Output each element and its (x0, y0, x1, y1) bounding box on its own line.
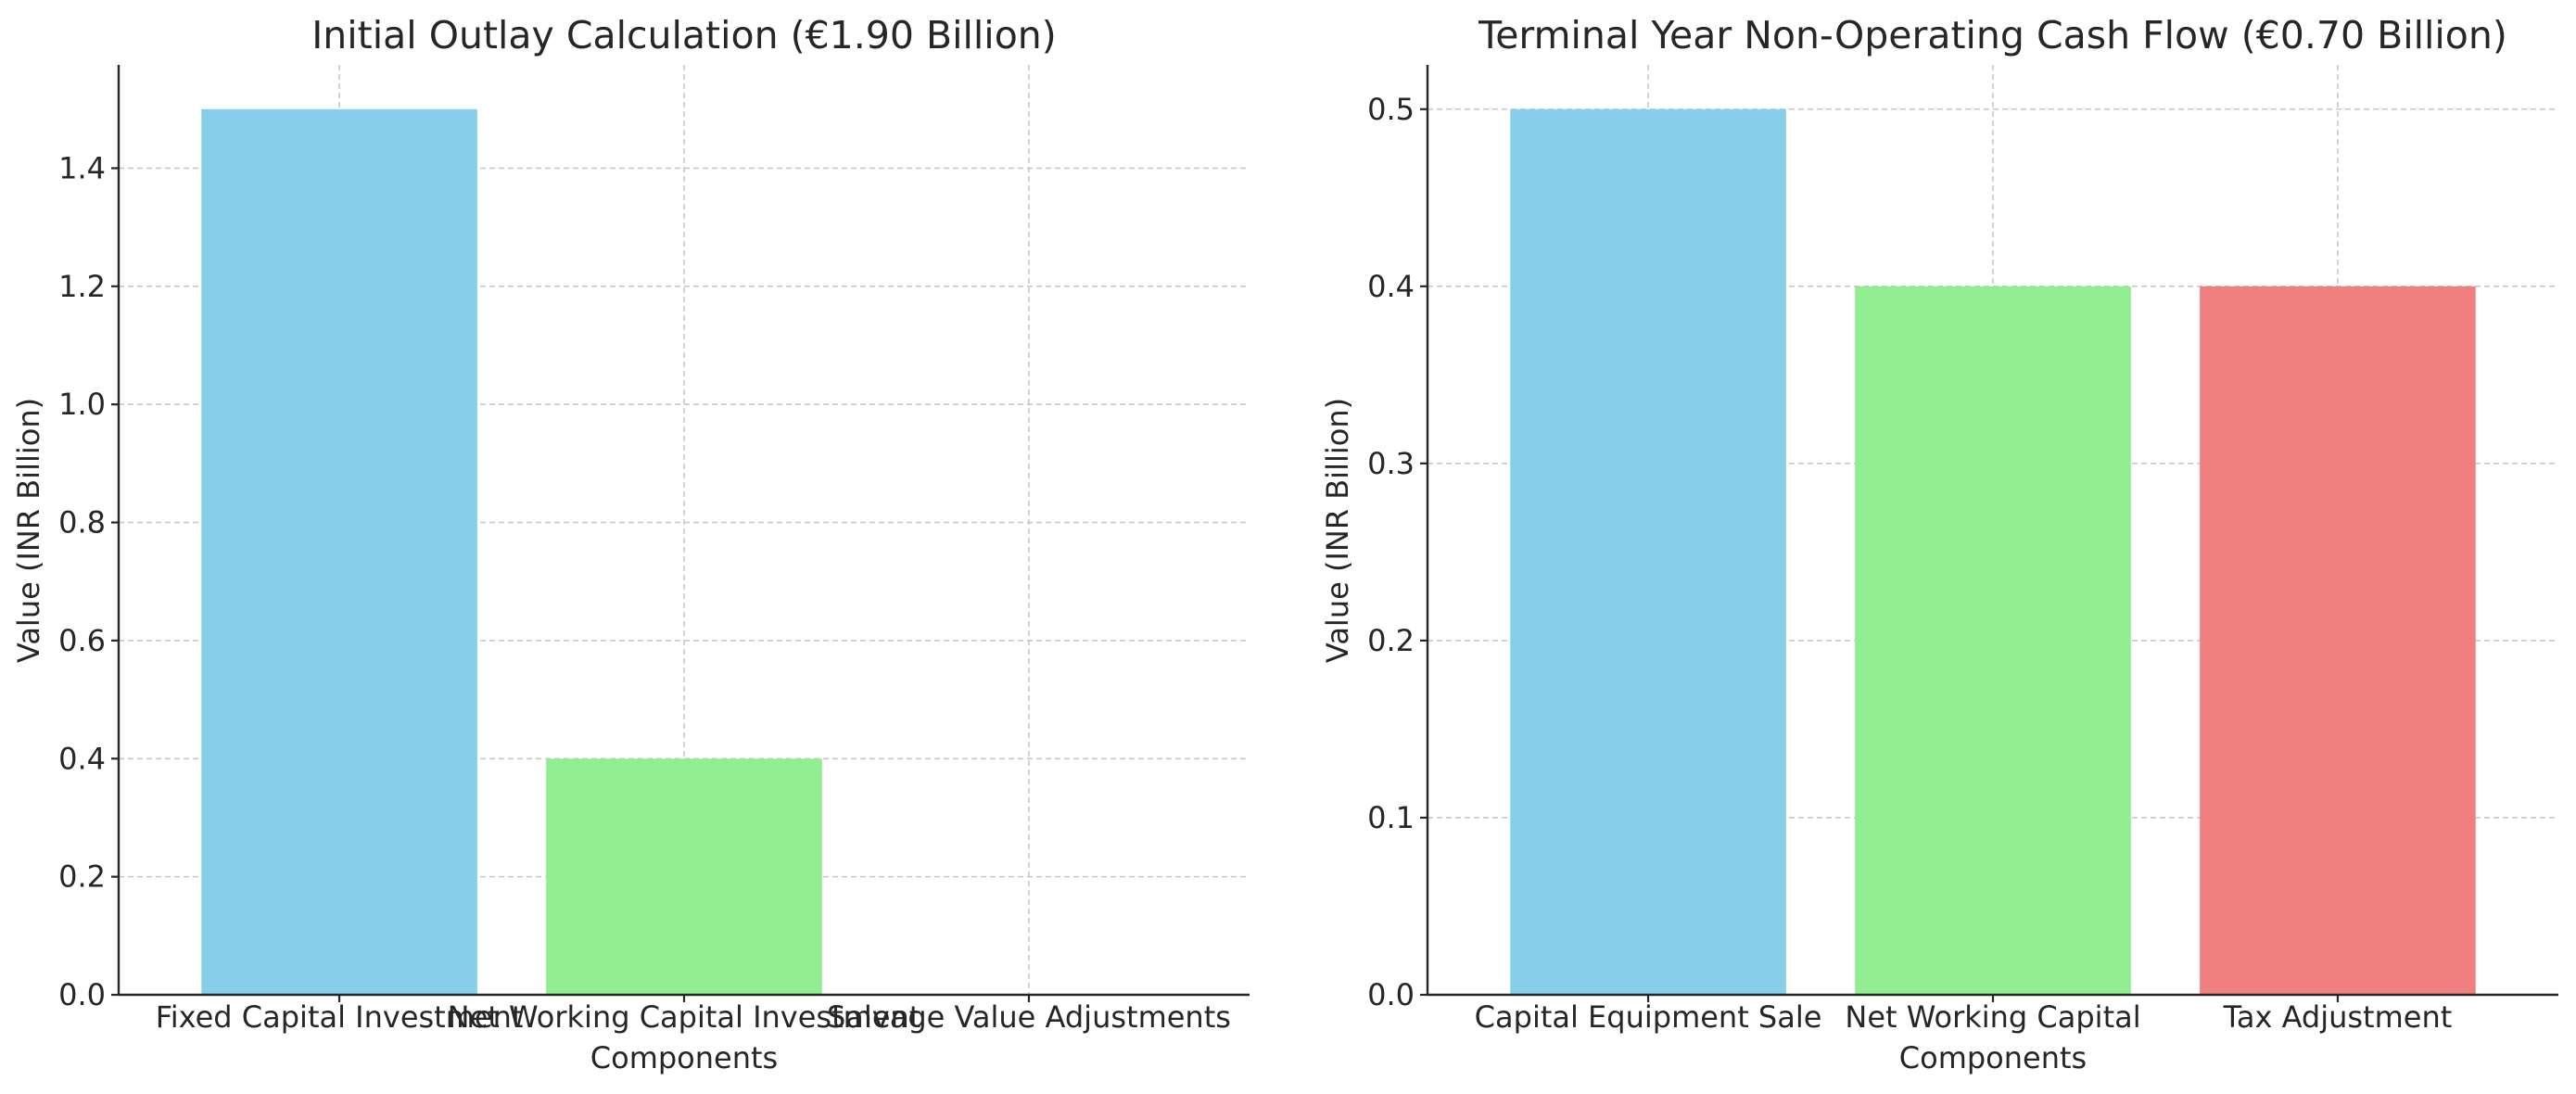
y-tick-label: 0.0 (58, 977, 106, 1012)
y-tick-label: 1.2 (58, 269, 106, 304)
bar-1 (546, 758, 822, 995)
bar-0 (1510, 108, 1786, 995)
y-tick-label: 0.4 (1367, 269, 1415, 304)
y-tick-label: 0.6 (58, 623, 106, 658)
y-tick-label: 0.3 (1367, 446, 1415, 481)
y-axis-label: Value (INR Billion) (11, 398, 46, 663)
y-tick-label: 1.0 (58, 387, 106, 422)
y-tick-label: 0.1 (1367, 800, 1415, 835)
bar-2 (2200, 286, 2476, 995)
y-axis-label: Value (INR Billion) (1320, 398, 1355, 663)
y-tick-label: 0.2 (1367, 623, 1415, 658)
y-ticks: 0.0 0.2 0.4 0.6 0.8 1.0 1.2 1.4 (58, 150, 119, 1012)
y-tick-label: 0.8 (58, 505, 106, 541)
x-tick-label: Net Working Capital (1845, 999, 2140, 1035)
x-ticks: Capital Equipment Sale Net Working Capita… (1475, 995, 2453, 1035)
chart-title: Initial Outlay Calculation (€1.90 Billio… (311, 13, 1057, 57)
bar-1 (1855, 286, 2131, 995)
y-tick-label: 1.4 (58, 150, 106, 185)
x-axis-label: Components (1899, 1040, 2087, 1075)
x-axis-label: Components (590, 1040, 778, 1075)
x-tick-label: Fixed Capital Investment (156, 999, 524, 1035)
initial-outlay-chart: Initial Outlay Calculation (€1.90 Billio… (11, 13, 1250, 1075)
bars (1510, 108, 2476, 995)
x-tick-label: Salvage Value Adjustments (827, 999, 1231, 1035)
x-tick-label: Capital Equipment Sale (1475, 999, 1822, 1035)
y-ticks: 0.0 0.1 0.2 0.3 0.4 0.5 (1367, 92, 1428, 1012)
y-tick-label: 0.5 (1367, 92, 1415, 127)
chart-title: Terminal Year Non-Operating Cash Flow (€… (1478, 13, 2507, 57)
bars (201, 108, 822, 995)
x-tick-label: Tax Adjustment (2223, 999, 2453, 1035)
terminal-year-chart: Terminal Year Non-Operating Cash Flow (€… (1320, 13, 2558, 1075)
x-tick-label: Net Working Capital Investment (448, 999, 921, 1035)
y-tick-label: 0.4 (58, 741, 106, 776)
bar-0 (201, 108, 477, 995)
y-tick-label: 0.0 (1367, 977, 1415, 1012)
y-tick-label: 0.2 (58, 859, 106, 895)
